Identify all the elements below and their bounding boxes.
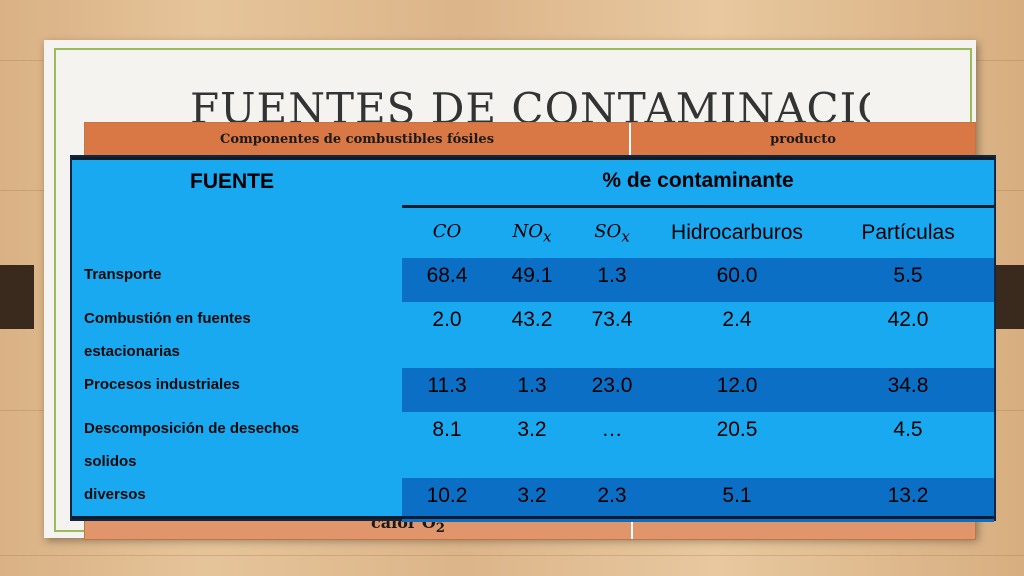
row-value: 5.1 (652, 478, 822, 522)
row-source-line: Descomposición de desechos (84, 420, 300, 437)
column-header-sox-sub: x (621, 227, 630, 246)
column-header-nox-sub: x (543, 227, 552, 246)
row-source-line: diversos (84, 486, 146, 503)
row-value: 73.4 (572, 302, 652, 368)
row-value: 3.2 (492, 412, 572, 478)
row-value: 2.0 (402, 302, 492, 368)
row-value: 2.4 (652, 302, 822, 368)
row-source: Descomposición de desechos solidos (72, 412, 402, 478)
row-value: 1.3 (492, 368, 572, 412)
table-bottom-rule (72, 516, 994, 519)
column-header-co: CO (402, 205, 492, 258)
pollution-table: FUENTE % de contaminante CO NOx SOx Hidr… (72, 157, 995, 522)
wood-strip-left (0, 265, 34, 329)
pollution-table-grid: FUENTE % de contaminante CO NOx SOx Hidr… (72, 157, 995, 522)
row-source: diversos (72, 478, 402, 522)
column-header-nox: NOx (492, 205, 572, 258)
table-row: Descomposición de desechos solidos 8.1 3.2…… (72, 412, 995, 478)
table-body: Transporte 68.4 49.1 1.3 60.0 5.5 Combustión e… (72, 258, 995, 522)
row-source-line: solidos (84, 453, 137, 470)
row-value: 1.3 (572, 258, 652, 302)
row-source: Procesos industriales (72, 368, 402, 412)
row-source: Combustión en fuentes estacionarias (72, 302, 402, 368)
table-row: Transporte 68.4 49.1 1.3 60.0 5.5 (72, 258, 995, 302)
table-row: Procesos industriales 11.3 1.3 23.0 12.0 34.8 (72, 368, 995, 412)
row-source: Transporte (72, 258, 402, 302)
row-value: 13.2 (822, 478, 995, 522)
column-header-sox-base: SO (594, 220, 622, 242)
row-source-line: Transporte (84, 266, 162, 283)
column-header-particulas: Partículas (822, 205, 995, 258)
row-value: 43.2 (492, 302, 572, 368)
wood-strip-right (994, 265, 1024, 329)
row-value: 23.0 (572, 368, 652, 412)
background-footer-right-sub: 2 (435, 520, 446, 537)
row-value: 8.1 (402, 412, 492, 478)
table-row: diversos 10.2 3.2 2.3 5.1 13.2 (72, 478, 995, 522)
row-source-line: Combustión en fuentes (84, 310, 251, 327)
column-header-nox-base: NO (512, 220, 544, 242)
row-value: 34.8 (822, 368, 995, 412)
row-value: 12.0 (652, 368, 822, 412)
column-header-hidrocarburos: Hidrocarburos (652, 205, 822, 258)
row-value: 42.0 (822, 302, 995, 368)
wood-grain (0, 555, 1024, 556)
subheader-spacer (72, 207, 402, 259)
background-header-right: producto (770, 132, 836, 147)
column-header-co-base: CO (432, 220, 462, 242)
row-value: 5.5 (822, 258, 995, 302)
table-row: Combustión en fuentes estacionarias 2.0 43.… (72, 302, 995, 368)
background-table-header: Componentes de combustibles fósiles prod… (85, 123, 975, 159)
row-value: 60.0 (652, 258, 822, 302)
column-header-sox: SOx (572, 205, 652, 258)
row-value: 11.3 (402, 368, 492, 412)
table-subheader-row: CO NOx SOx Hidrocarburos Partículas (72, 205, 995, 259)
column-header-source: FUENTE (190, 169, 274, 193)
row-source-line: estacionarias (84, 343, 180, 360)
row-value: 4.5 (822, 412, 995, 478)
row-value: 49.1 (492, 258, 572, 302)
background-header-left: Componentes de combustibles fósiles (85, 123, 631, 157)
row-value: 2.3 (572, 478, 652, 522)
table-header-row: FUENTE % de contaminante (72, 157, 994, 207)
row-value: 10.2 (402, 478, 492, 522)
row-source-line: Procesos industriales (84, 376, 240, 393)
row-value: 68.4 (402, 258, 492, 302)
row-value: 3.2 (492, 478, 572, 522)
row-value: … (572, 412, 652, 478)
row-value: 20.5 (652, 412, 822, 478)
column-header-group: % de contaminante (602, 169, 794, 192)
table-top-rule (72, 157, 994, 160)
